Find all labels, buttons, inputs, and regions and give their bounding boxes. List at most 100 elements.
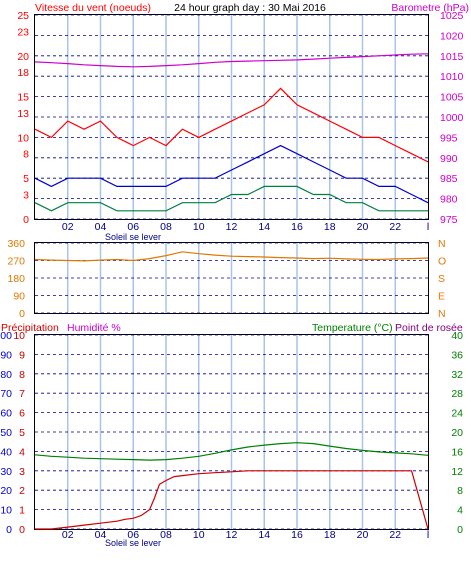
rain-tick: 0 — [19, 524, 25, 536]
temperature-tick: 20 — [451, 427, 463, 439]
wind_min-line — [34, 185, 428, 212]
humidity-tick: 0 — [6, 524, 12, 536]
hour-tick: 22 — [389, 221, 401, 233]
hour-tick-labels: 02 02 04 04 06 06 08 08 10 10 12 12 14 14 16 16 18 18 20 20… — [62, 221, 429, 541]
hour-tick: 08 — [160, 529, 172, 541]
wind-speed-tick: 0 — [23, 214, 29, 226]
temperature-panel-grid — [35, 334, 428, 530]
dewpoint-axis-title: Point de rosée — [395, 322, 463, 334]
direction-tick: 180 — [7, 273, 25, 285]
rain-line — [35, 470, 429, 530]
wind-speed-tick: 13 — [17, 108, 29, 120]
direction-tick: 270 — [7, 256, 25, 268]
humidity-tick: 30 — [0, 466, 12, 478]
temperature-tick: 4 — [457, 505, 463, 517]
barometer-tick: 1015 — [440, 51, 464, 63]
direction-tick: 0 — [19, 308, 25, 320]
barometer-tick: 1005 — [440, 92, 464, 104]
humidity-tick: 100 — [0, 330, 12, 342]
rain-tick: 8 — [19, 369, 25, 381]
wind-speed-axis-title: Vitesse du vent (noeuds) — [35, 2, 151, 14]
hour-tick: l — [427, 221, 429, 233]
wind_avg-line — [34, 144, 429, 204]
hour-tick: 12 — [226, 221, 238, 233]
humidity-tick: 10 — [0, 505, 12, 517]
temperature-tick: 8 — [457, 485, 463, 497]
hour-tick: 16 — [291, 221, 303, 233]
wind-speed-tick: 25 — [17, 10, 29, 22]
wind-speed-tick: 23 — [17, 26, 29, 38]
direction-panel-grid — [35, 242, 428, 314]
pressure-series-group — [34, 53, 429, 68]
rain-tick: 7 — [19, 388, 25, 400]
hour-tick: 08 — [160, 221, 172, 233]
barometer-tick: 1020 — [440, 30, 464, 42]
wind-speed-tick: 15 — [17, 92, 29, 104]
temperature-tick: 28 — [451, 388, 463, 400]
rain-tick: 5 — [19, 427, 25, 439]
compass-tick: N — [438, 238, 446, 250]
temperature-tick: 40 — [451, 330, 463, 342]
wind-speed-tick: 10 — [17, 132, 29, 144]
wind-speed-tick: 20 — [17, 51, 29, 63]
rain-tick: 2 — [19, 485, 25, 497]
barometer-axis-title: Barometre (hPa) — [391, 2, 469, 14]
hour-tick: 12 — [226, 529, 238, 541]
rain-tick: 9 — [19, 349, 25, 361]
barometer-tick: 980 — [440, 194, 458, 206]
hour-tick: 14 — [258, 221, 270, 233]
hour-tick: 20 — [357, 529, 369, 541]
compass-tick: O — [438, 256, 446, 268]
hour-tick: l — [427, 529, 429, 541]
sunrise-label-bottom: Soleil se lever — [105, 538, 161, 548]
temperature-tick: 24 — [451, 408, 463, 420]
humidity-tick: 80 — [0, 369, 12, 381]
humidity-tick: 90 — [0, 349, 12, 361]
barometer-tick: 1025 — [440, 10, 464, 22]
barometer-tick: 985 — [440, 173, 458, 185]
rain-tick: 6 — [19, 408, 25, 420]
humidity-tick: 20 — [0, 485, 12, 497]
wind-speed-tick: 5 — [23, 173, 29, 185]
rain-tick: 1 — [19, 505, 25, 517]
hour-tick: 10 — [193, 221, 205, 233]
temperature-tick: 16 — [451, 446, 463, 458]
hour-tick: 20 — [357, 221, 369, 233]
temperature-series-group — [34, 442, 429, 530]
barometer-tick: 1010 — [440, 71, 464, 83]
hour-tick: 14 — [258, 529, 270, 541]
direction-series-group — [34, 251, 429, 262]
humidity-tick: 70 — [0, 388, 12, 400]
rain-tick: 3 — [19, 466, 25, 478]
hour-tick: 04 — [95, 529, 107, 541]
temperature-axis-title: Temperature (°C) — [312, 322, 393, 334]
wind-speed-tick: 3 — [23, 190, 29, 202]
sunrise-label-top: Soleil se lever — [105, 232, 161, 242]
direction-tick: 360 — [7, 238, 25, 250]
temperature-tick-labels: 0 4 8 12 16 20 24 28 32 36 40 — [451, 330, 463, 536]
temperature-tick: 12 — [451, 466, 463, 478]
hour-tick: 18 — [324, 529, 336, 541]
temperature-tick: 0 — [457, 524, 463, 536]
temperature-line — [34, 442, 429, 461]
humidity-tick: 40 — [0, 446, 12, 458]
wind-panel-grid — [35, 14, 428, 220]
wind-series-group — [34, 87, 429, 212]
humidity-tick: 60 — [0, 408, 12, 420]
wind-speed-tick-labels: 0 3 5 8 10 13 15 18 20 23 25 — [17, 10, 29, 226]
wind-speed-tick: 18 — [17, 67, 29, 79]
barometer-tick: 990 — [440, 153, 458, 165]
hour-tick: 02 — [62, 221, 74, 233]
hour-tick: 06 — [127, 221, 139, 233]
temperature-tick: 32 — [451, 369, 463, 381]
direction-tick-labels: 0 90 180 270 360 — [7, 238, 25, 320]
humidity-axis-title: Humidité % — [67, 322, 121, 334]
rain-tick: 4 — [19, 446, 25, 458]
humidity-tick: 50 — [0, 427, 12, 439]
direction-tick: 90 — [13, 291, 25, 303]
hour-tick: 04 — [95, 221, 107, 233]
wind_max-line — [34, 87, 429, 163]
rain-tick-labels: 0 1 2 3 4 5 6 7 8 9 10 — [13, 330, 25, 536]
